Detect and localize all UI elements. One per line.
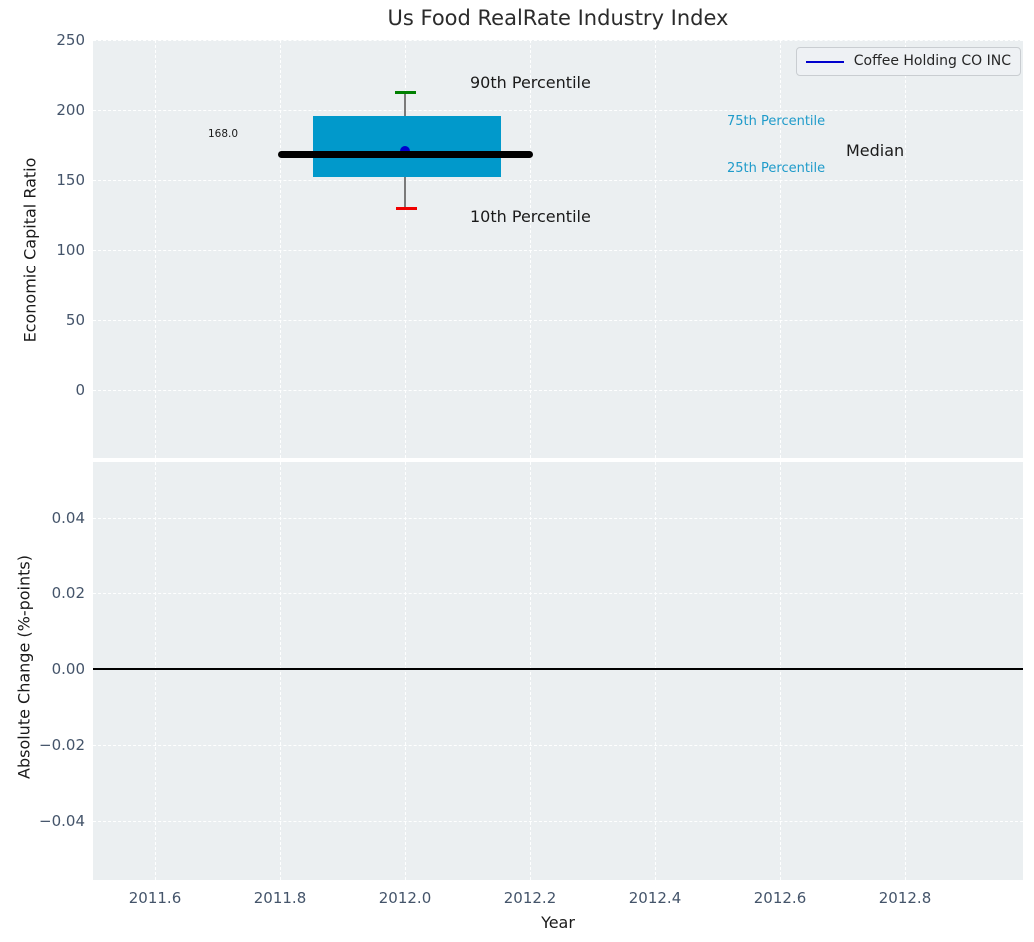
gridline-x-2012-6 [780, 40, 781, 458]
ytick-label: 0.00 [51, 660, 85, 678]
annotation-25th-percentile: 25th Percentile [727, 161, 826, 176]
x-axis-label: Year [541, 913, 575, 932]
annotation-75th-percentile: 75th Percentile [727, 114, 826, 129]
ytick-label: 250 [56, 31, 85, 49]
zero-change-line [93, 668, 1023, 670]
ytick-label: 50 [65, 311, 85, 329]
gridline-x-2011-8 [280, 462, 281, 880]
gridline-x-2011-8 [280, 40, 281, 458]
gridline-x-2012-2 [530, 40, 531, 458]
ytick-label: 100 [56, 241, 85, 259]
legend-label: Coffee Holding CO INC [853, 53, 1011, 69]
chart-title: Us Food RealRate Industry Index [387, 6, 729, 30]
gridline-y-150 [93, 180, 1023, 181]
ytick-label: 150 [56, 171, 85, 189]
gridline-x-2011-6 [155, 462, 156, 880]
gridline-x-2012-8 [905, 40, 906, 458]
ytick-label: −0.04 [39, 812, 85, 830]
ytick-label: 0.02 [51, 584, 85, 602]
xtick-label: 2012.4 [628, 889, 682, 907]
whisker-cap-10th-icon [396, 207, 417, 210]
xtick-label: 2012.0 [378, 889, 432, 907]
gridline-x-2012-6 [780, 462, 781, 880]
ytick-label: 0 [75, 381, 85, 399]
gridline-y-250 [93, 40, 1023, 41]
gridline-y-0-02 [93, 593, 1023, 594]
median-value-label: 168.0 [208, 128, 239, 140]
gridline-y-200 [93, 110, 1023, 111]
bottom-y-axis-label: Absolute Change (%-points) [14, 555, 34, 779]
gridline-x-2012-0 [405, 462, 406, 880]
xtick-label: 2012.8 [878, 889, 932, 907]
gridline-x-2012-4 [655, 462, 656, 880]
gridline-y-neg-0-02 [93, 745, 1023, 746]
gridline-y-0 [93, 390, 1023, 391]
gridline-y-0-04 [93, 518, 1023, 519]
median-line [278, 151, 533, 158]
annotation-10th-percentile: 10th Percentile [470, 207, 591, 226]
bottom-plot-area [93, 462, 1023, 880]
gridline-x-2012-8 [905, 462, 906, 880]
gridline-y-neg-0-04 [93, 821, 1023, 822]
xtick-label: 2011.8 [253, 889, 307, 907]
ytick-label: 200 [56, 101, 85, 119]
annotation-median: Median [846, 141, 905, 160]
top-y-axis-label: Economic Capital Ratio [20, 157, 40, 343]
ytick-label: −0.02 [39, 736, 85, 754]
ytick-label: 0.04 [51, 509, 85, 527]
xtick-label: 2011.6 [128, 889, 182, 907]
xtick-label: 2012.6 [753, 889, 807, 907]
gridline-x-2012-0 [405, 40, 406, 458]
gridline-y-100 [93, 250, 1023, 251]
annotation-90th-percentile: 90th Percentile [470, 73, 591, 92]
gridline-x-2012-2 [530, 462, 531, 880]
top-plot-area: 168.0 90th Percentile 10th Percentile 75… [93, 40, 1023, 458]
legend: Coffee Holding CO INC [795, 47, 1021, 76]
legend-line-sample-icon [805, 60, 844, 63]
gridline-x-2011-6 [155, 40, 156, 458]
whisker-cap-90th-icon [395, 91, 416, 94]
gridline-y-50 [93, 320, 1023, 321]
xtick-label: 2012.2 [503, 889, 557, 907]
gridline-x-2012-4 [655, 40, 656, 458]
